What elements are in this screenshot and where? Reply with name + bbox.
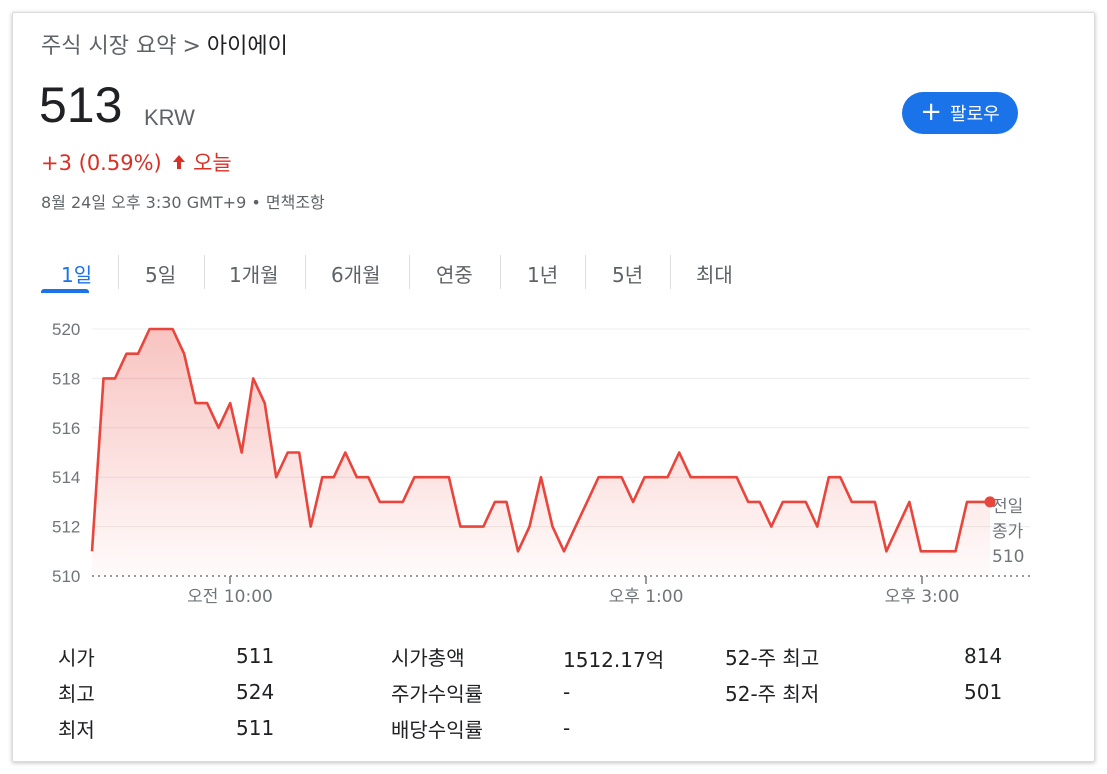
price-line: [90, 327, 990, 553]
y-tick-label: 520: [52, 320, 80, 339]
previous-close-label: 510: [992, 547, 1024, 567]
change-value: +3 (0.59%): [41, 151, 162, 175]
tab-divider: [670, 255, 671, 289]
price-chart[interactable]: 520 518 516 514 512 510 오전 10:00 오후 1:00 오후 3:0…: [0, 300, 1107, 610]
y-tick-label: 516: [52, 419, 80, 438]
tab-divider: [500, 255, 501, 289]
stat-label-52w-low: 52-주 최저: [725, 682, 820, 706]
tab-divider: [585, 255, 586, 289]
stat-value-pe-ratio: -: [563, 680, 571, 704]
stat-value-open: 511: [236, 644, 275, 668]
follow-button[interactable]: + 팔로우: [902, 92, 1018, 134]
y-tick-label: 512: [52, 518, 80, 537]
timestamp: 8월 24일 오후 3:30 GMT+9: [41, 193, 247, 212]
tab-5d[interactable]: 5일: [145, 263, 177, 287]
x-tick-label: 오전 10:00: [187, 587, 273, 607]
stat-label-high: 최고: [58, 682, 95, 706]
last-price-dot: [984, 496, 996, 508]
breadcrumb-root[interactable]: 주식 시장 요약: [41, 34, 177, 59]
stat-label-dividend-yield: 배당수익률: [391, 718, 483, 742]
stat-value-low: 511: [236, 716, 275, 740]
y-tick-label: 510: [52, 567, 80, 586]
y-tick-label: 518: [52, 369, 80, 388]
tab-1m[interactable]: 1개월: [229, 263, 279, 287]
breadcrumb-separator: >: [182, 34, 201, 59]
active-tab-indicator: [41, 289, 89, 293]
stat-label-52w-high: 52-주 최고: [725, 646, 820, 670]
currency-label: KRW: [144, 105, 195, 130]
previous-close-label: 전일: [992, 497, 1023, 517]
tab-6m[interactable]: 6개월: [331, 263, 381, 287]
tab-max[interactable]: 최대: [696, 263, 733, 287]
stat-value-dividend-yield: -: [563, 716, 571, 740]
change-period: 오늘: [193, 151, 232, 175]
price-area: [92, 329, 990, 576]
tab-divider: [409, 255, 410, 289]
stat-label-open: 시가: [58, 646, 95, 670]
stat-value-52w-high: 814: [964, 644, 1003, 668]
stat-value-high: 524: [236, 680, 275, 704]
y-tick-label: 514: [52, 468, 80, 487]
plus-icon: +: [920, 96, 943, 127]
breadcrumb: 주식 시장 요약 > 아이에이: [41, 28, 288, 60]
tab-divider: [204, 255, 205, 289]
tab-divider: [118, 255, 119, 289]
stat-value-52w-low: 501: [964, 680, 1003, 704]
previous-close-label: 종가: [992, 522, 1024, 542]
quote-meta: 8월 24일 오후 3:30 GMT+9 • 면책조항: [41, 193, 325, 212]
tab-divider: [305, 255, 306, 289]
arrow-up-icon: [172, 151, 186, 175]
tab-1y[interactable]: 1년: [527, 263, 559, 287]
stat-value-market-cap: 1512.17억: [563, 648, 665, 672]
disclaimer-link[interactable]: 면책조항: [265, 193, 325, 212]
follow-label: 팔로우: [950, 104, 1000, 125]
stat-label-market-cap: 시가총액: [391, 646, 465, 670]
x-tick-label: 오후 3:00: [885, 587, 960, 607]
x-tick-label: 오후 1:00: [609, 587, 684, 607]
stat-label-pe-ratio: 주가수익률: [391, 682, 483, 706]
breadcrumb-company: 아이에이: [206, 34, 288, 59]
tab-ytd[interactable]: 연중: [436, 263, 473, 287]
current-price: 513: [39, 77, 123, 133]
price-change: +3 (0.59%) 오늘: [41, 147, 232, 177]
stat-label-low: 최저: [58, 718, 95, 742]
tab-1d[interactable]: 1일: [61, 263, 93, 287]
tab-5y[interactable]: 5년: [612, 263, 644, 287]
